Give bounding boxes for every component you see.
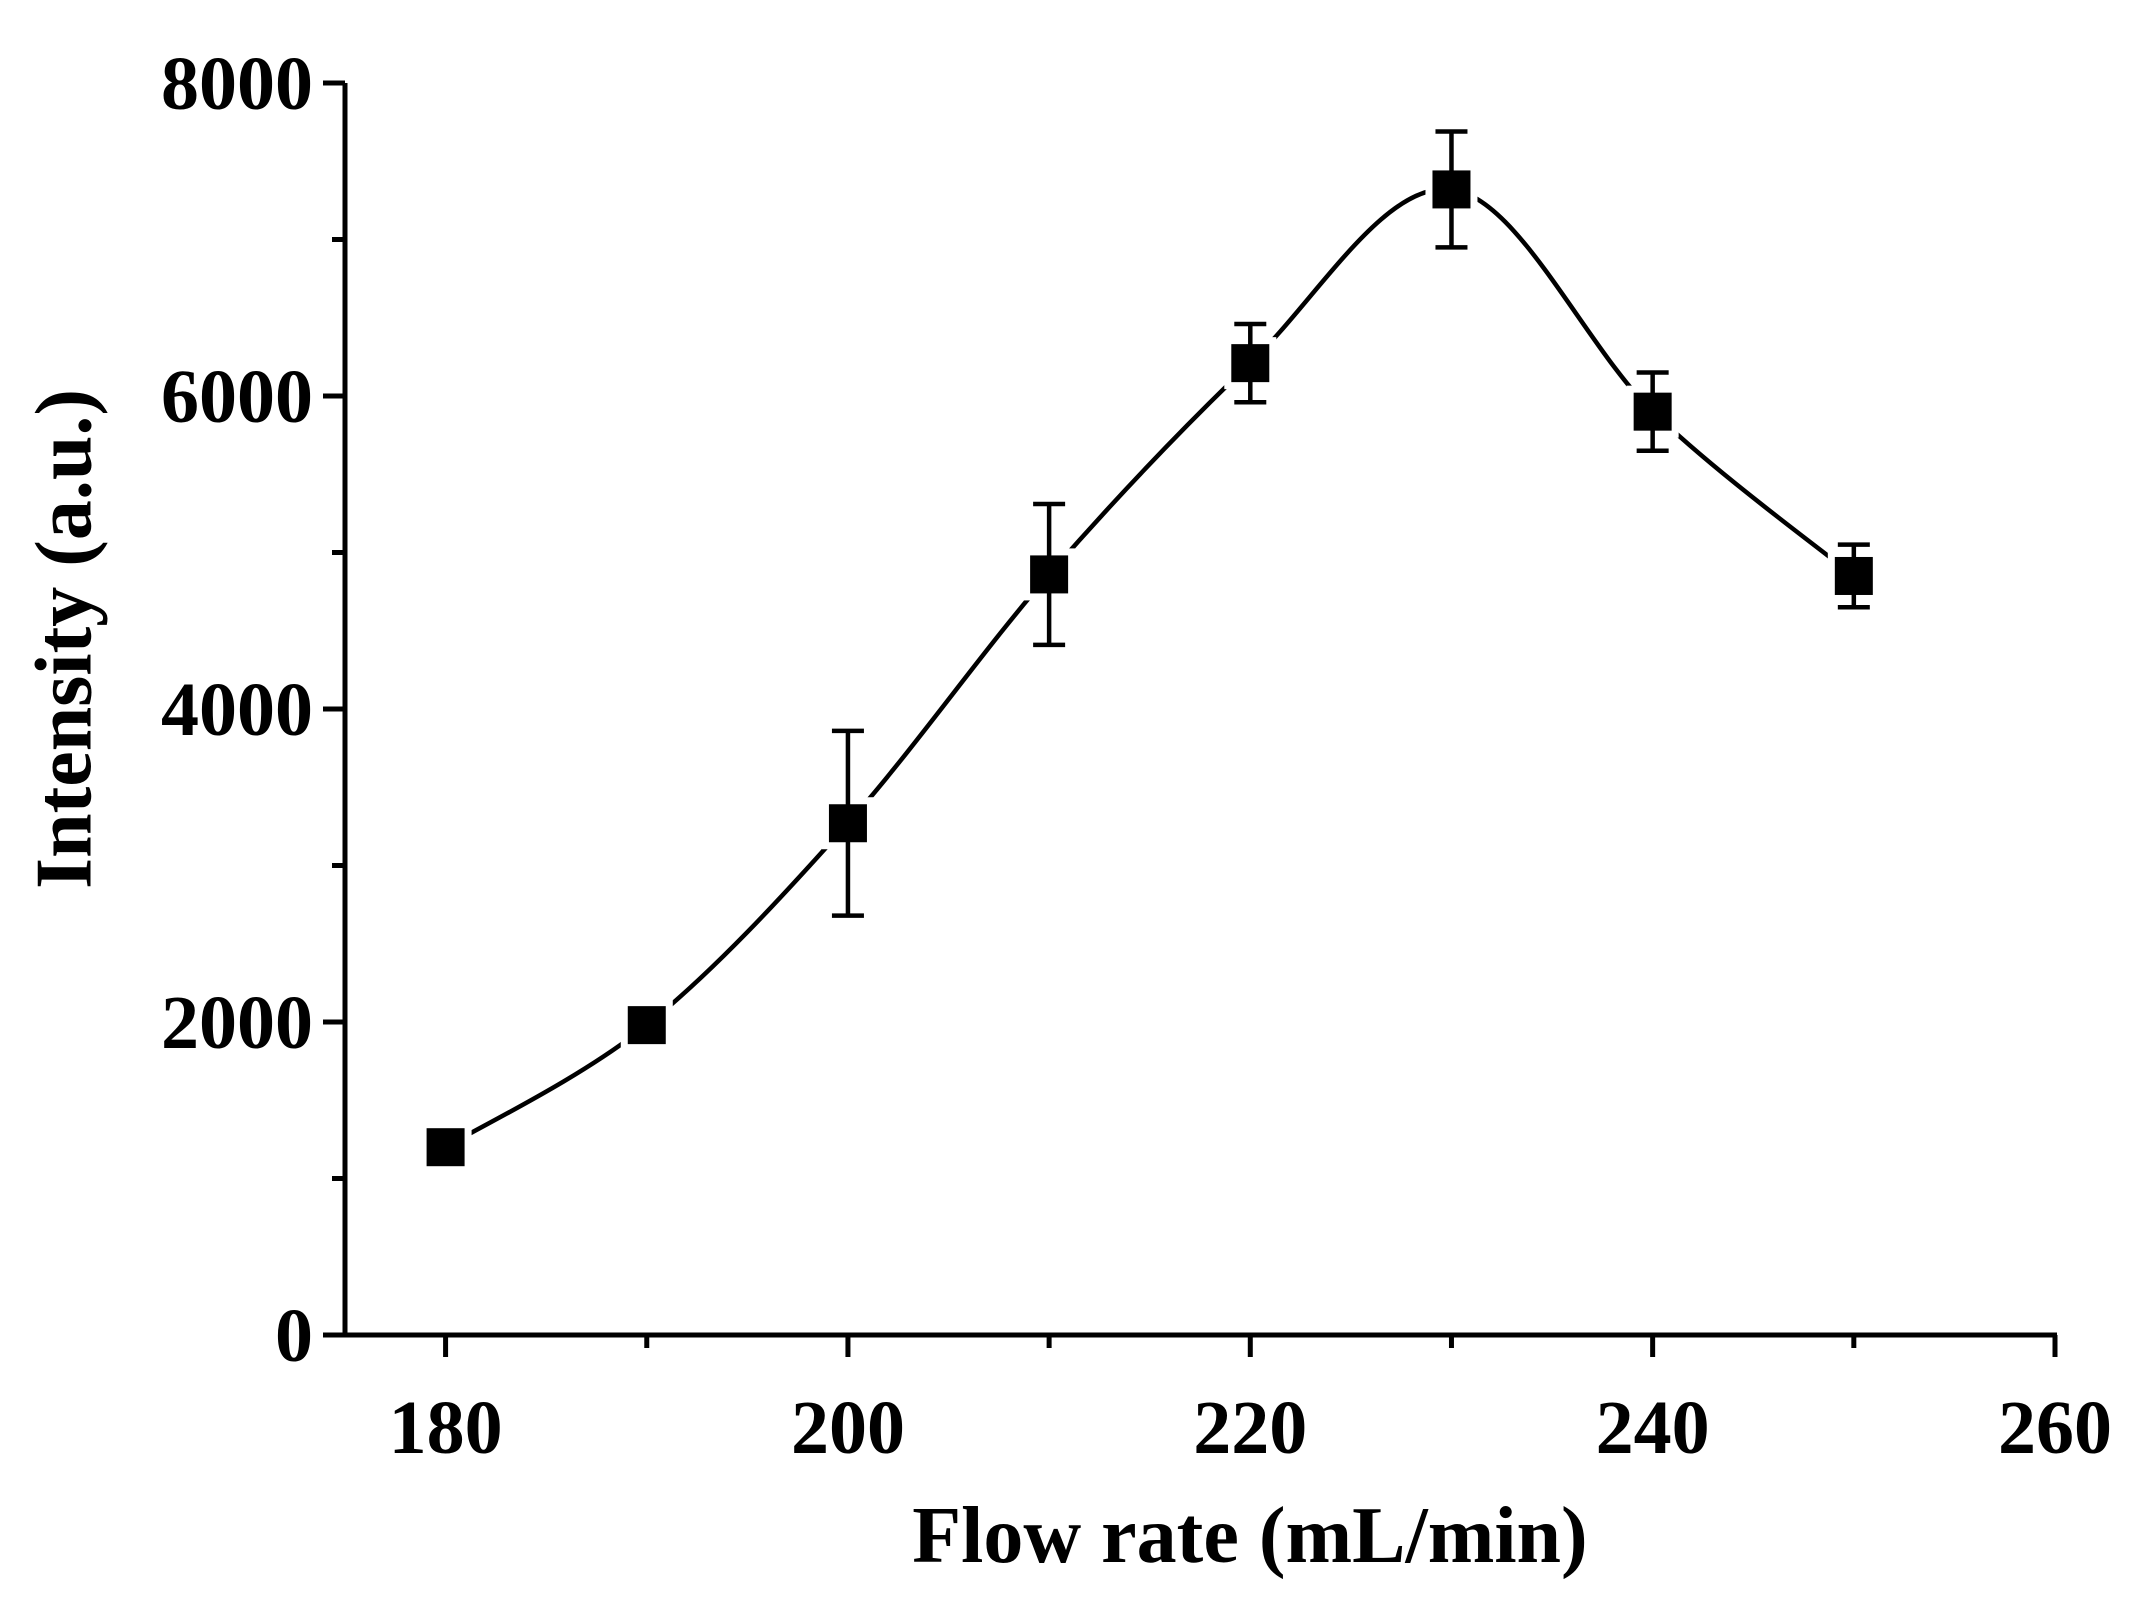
data-point-marker — [426, 1128, 465, 1167]
x-tick-label: 260 — [1998, 1386, 2112, 1470]
series-curve — [444, 186, 1856, 1150]
y-tick-label: 8000 — [161, 42, 313, 126]
data-point-marker — [627, 1006, 666, 1045]
data-marker-top-layer — [426, 170, 1873, 1167]
tick-labels: 0 2000 4000 6000 8000 180 200 220 240 260 — [161, 42, 2112, 1470]
y-tick-label: 4000 — [161, 668, 313, 752]
data-point-marker — [1030, 555, 1069, 594]
data-point-marker — [1231, 344, 1270, 383]
data-point-marker — [1432, 170, 1471, 209]
curve-layer — [444, 186, 1856, 1150]
x-tick-label: 180 — [389, 1386, 503, 1470]
y-tick-label: 0 — [275, 1294, 313, 1378]
y-tick-label: 2000 — [161, 981, 313, 1065]
axis-ticks — [323, 80, 2058, 1357]
data-point-marker — [828, 804, 867, 843]
y-axis-title: Intensity (a.u.) — [20, 389, 108, 889]
data-point-marker — [1834, 556, 1873, 595]
axes — [323, 83, 2057, 1338]
y-tick-label: 6000 — [161, 355, 313, 439]
x-tick-label: 220 — [1193, 1386, 1307, 1470]
x-tick-label: 240 — [1596, 1386, 1710, 1470]
x-axis-title: Flow rate (mL/min) — [912, 1492, 1587, 1580]
data-point-marker — [1633, 392, 1672, 431]
x-tick-label: 200 — [791, 1386, 905, 1470]
